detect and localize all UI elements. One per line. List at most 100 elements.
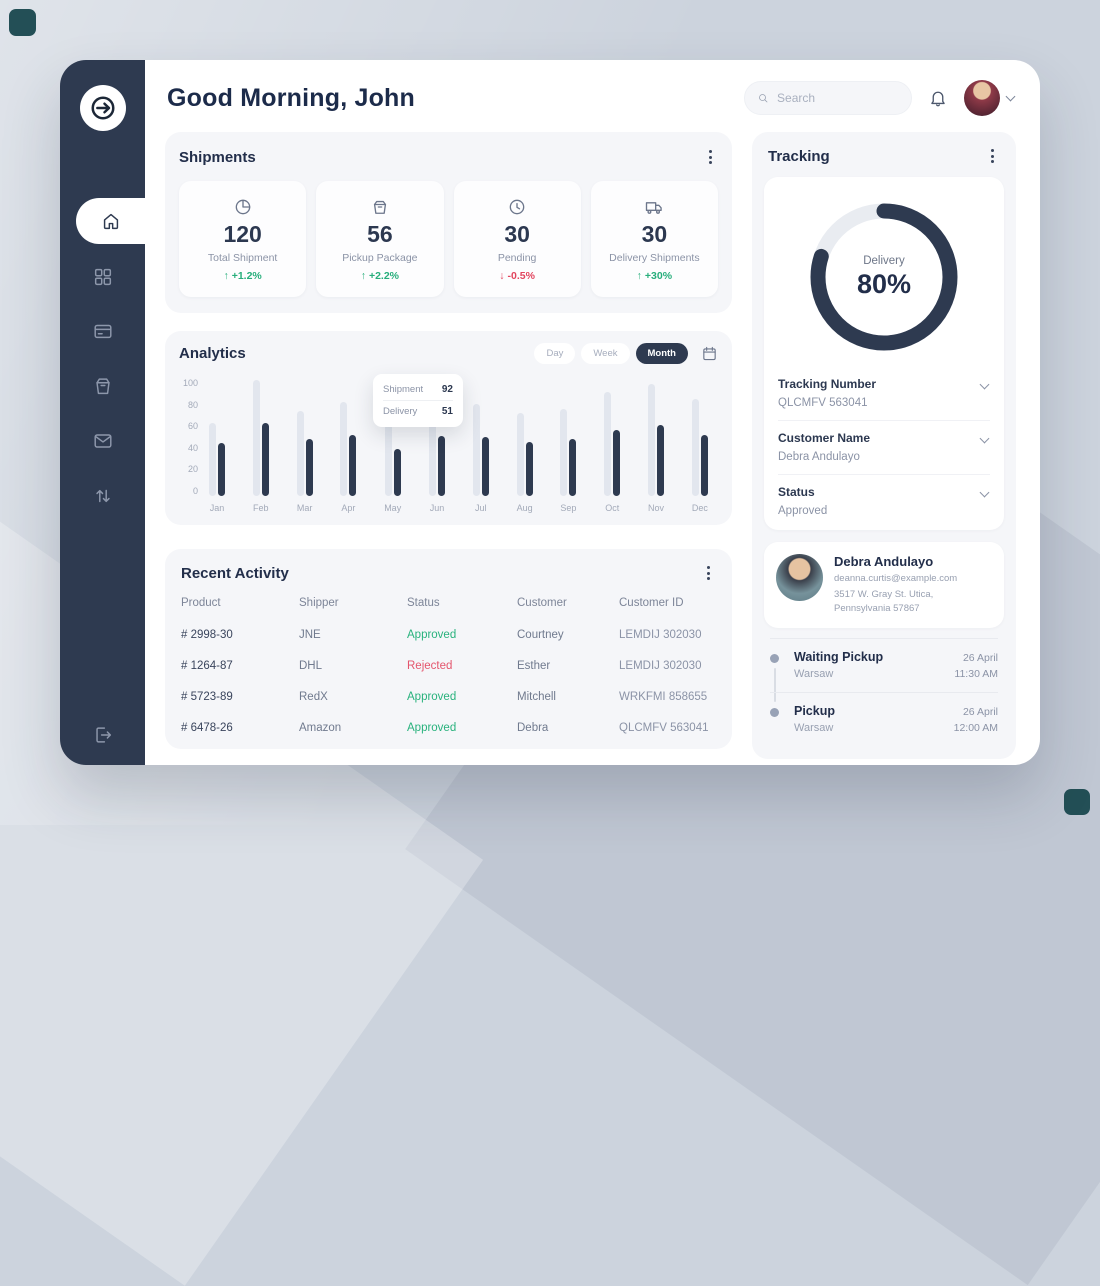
delivery-bar[interactable] [613,429,621,496]
chart-tooltip: Shipment 92 Delivery 51 [373,374,463,427]
stat-value: 30 [504,220,530,247]
sidebar-item-transfers[interactable] [92,485,114,507]
truck-icon [644,197,664,217]
shipment-bar[interactable] [691,399,699,496]
shipment-bar[interactable] [472,403,480,496]
trend-arrow-icon: ↑ [223,269,229,282]
shipment-bar[interactable] [252,380,260,496]
bar-group: Aug [516,378,533,513]
donut-percent: 80% [856,268,912,299]
shipment-bar[interactable] [340,401,348,496]
delivery-bar[interactable] [525,441,533,496]
field-customer-name[interactable]: Customer Name Debra Andulayo [778,420,990,474]
x-tick-label: May [384,503,402,513]
tooltip-label: Delivery [383,406,418,417]
sidebar-item-messages[interactable] [92,430,114,452]
delivery-bar[interactable] [700,434,708,496]
shipment-bar[interactable] [429,387,436,496]
corner-mark [1064,789,1090,815]
user-menu[interactable] [964,80,1016,116]
customer-name: Debra Andulayo [834,554,934,569]
chart-y-axis: 100 80 60 40 20 0 [181,378,205,496]
status-badge: Rejected [407,659,453,672]
delivery-bar[interactable] [393,448,401,496]
stat-label: Pickup Package [342,251,418,264]
sidebar-item-home[interactable] [76,198,146,244]
shipment-bar[interactable] [604,392,612,496]
field-status[interactable]: Status Approved [778,474,990,528]
delivery-bar[interactable] [569,439,577,496]
trend-arrow-icon: ↑ [636,269,642,282]
customer-email: deanna.curtis@example.com [834,573,958,584]
recent-activity-menu-button[interactable] [701,562,716,584]
y-tick-label: 20 [187,464,198,475]
sidebar-item-logout[interactable] [92,724,114,746]
shipment-bar[interactable] [560,408,568,496]
analytics-section: Analytics Day Week Month [165,331,732,525]
stat-card-pickup-package: 56 Pickup Package ↑ +2.2% [316,181,444,297]
stat-label: Delivery Shipments [609,251,700,264]
sidebar-item-dashboard[interactable] [92,266,114,288]
search-input[interactable] [777,91,899,105]
x-tick-label: Dec [691,503,708,513]
shipment-bar[interactable] [516,413,524,496]
main-content: Good Morning, John [145,60,1040,765]
filter-day[interactable]: Day [534,343,576,364]
mail-icon [93,434,112,448]
recent-activity-title: Recent Activity [181,564,289,582]
shipment-bar[interactable] [296,411,304,496]
calendar-icon [703,346,716,361]
stat-delta: ↑ +30% [636,269,673,282]
delivery-bar[interactable] [481,437,489,496]
stat-card-delivery-shipments: 30 Delivery Shipments ↑ +30% [590,181,718,297]
bar-group: Jan [209,378,225,513]
table-row[interactable]: # 6478-26 Amazon Approved Debra QLCMFV 5… [181,721,709,734]
table-row[interactable]: # 2998-30 JNE Approved Courtney LEMDIJ 3… [181,628,702,641]
timeline-dot [770,653,779,663]
shipments-menu-button[interactable] [703,146,718,168]
page-header: Good Morning, John [145,60,1040,132]
delivery-bar[interactable] [438,435,445,496]
corner-mark [9,9,36,36]
y-tick-label: 100 [182,378,198,388]
delivery-bar[interactable] [657,425,665,496]
chevron-down-icon [979,379,990,389]
col-customer: Customer [517,597,567,609]
stat-delta: ↑ +2.2% [360,269,400,282]
tracking-menu-button[interactable] [985,145,1000,167]
shipment-bar[interactable] [648,383,656,496]
delivery-bar[interactable] [218,442,225,496]
delivery-bar[interactable] [261,422,269,496]
shipments-section: Shipments 120 Total Shipment ↑ [165,132,732,313]
field-tracking-number[interactable]: Tracking Number QLCMFV 563041 [778,367,990,420]
shipment-bar[interactable] [384,419,392,496]
x-tick-label: Oct [605,503,620,513]
y-tick-label: 0 [192,485,198,496]
x-tick-label: Mar [296,503,313,513]
x-tick-label: Feb [253,503,269,513]
delivery-bar[interactable] [305,439,313,496]
search-box[interactable] [744,81,912,115]
notifications-button[interactable] [928,88,948,108]
calendar-button[interactable] [701,345,718,362]
table-row[interactable]: # 1264-87 DHL Rejected Esther LEMDIJ 302… [181,659,702,672]
status-badge: Approved [407,721,457,734]
bar-group: Dec [691,378,708,513]
shipment-bar[interactable] [209,422,216,496]
sidebar-item-payments[interactable] [92,320,114,342]
col-status: Status [407,597,440,609]
wallet-icon [93,324,112,339]
sidebar-item-packages[interactable] [92,375,114,397]
tracking-title: Tracking [768,147,830,165]
app-logo[interactable] [79,85,126,131]
delivery-bar[interactable] [349,434,357,496]
table-row[interactable]: # 5723-89 RedX Approved Mitchell WRKFMI … [181,690,708,703]
delivery-donut-chart: Delivery 80% [800,193,968,361]
app-window: Good Morning, John [60,60,1040,765]
tooltip-value: 51 [441,406,453,417]
grid-icon [94,268,111,286]
x-tick-label: Jul [475,503,487,513]
filter-month[interactable]: Month [635,343,688,364]
filter-week[interactable]: Week [581,343,630,364]
bar-group: Oct [604,378,621,513]
